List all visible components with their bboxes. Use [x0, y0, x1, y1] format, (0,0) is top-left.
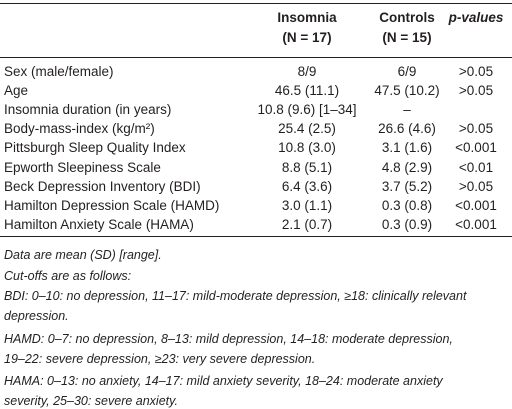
row-label: Hamilton Depression Scale (HAMD)	[4, 197, 220, 213]
cell: 0.3 (0.8)	[381, 197, 433, 213]
row-label: Body-mass-index (kg/m²)	[4, 121, 155, 137]
table-top-rule	[0, 3, 512, 4]
cell: 0.3 (0.9)	[381, 216, 433, 232]
column-header: (N = 17)	[282, 30, 332, 45]
row-label: Sex (male/female)	[4, 64, 114, 79]
row-label: Hamilton Anxiety Scale (HAMA)	[4, 216, 194, 232]
cell: 3.1 (1.6)	[381, 140, 433, 156]
cell: >0.05	[458, 83, 494, 99]
footnote: Data are mean (SD) [range].	[4, 248, 162, 262]
cell: 26.6 (4.6)	[378, 121, 436, 137]
footnote: BDI: 0–10: no depression, 11–17: mild-mo…	[4, 289, 467, 303]
column-header: Insomnia	[277, 10, 337, 25]
cell: >0.05	[458, 64, 494, 79]
cell: <0.001	[455, 216, 497, 232]
cell: 10.8 (3.0)	[278, 140, 336, 156]
cell: –	[403, 102, 411, 118]
footnote: HAMA: 0–13: no anxiety, 14–17: mild anxi…	[4, 374, 443, 388]
column-header: p-values	[448, 10, 504, 25]
cell: 25.4 (2.5)	[278, 121, 336, 137]
row-label: Pittsburgh Sleep Quality Index	[4, 140, 186, 156]
row-label: Epworth Sleepiness Scale	[4, 159, 161, 175]
footnote: severity, 25–30: severe anxiety.	[4, 394, 178, 408]
cell: >0.05	[458, 178, 494, 194]
cell: <0.001	[455, 140, 497, 156]
cell: 46.5 (11.1)	[274, 83, 340, 99]
cell: 2.1 (0.7)	[281, 216, 333, 232]
cell: 10.8 (9.6) [1–34]	[257, 102, 357, 118]
cell: <0.01	[458, 159, 494, 175]
column-header: Controls	[379, 10, 435, 25]
footnote: depression.	[4, 309, 69, 323]
footnote: Cut-offs are as follows:	[4, 269, 132, 283]
table-bottom-rule	[0, 236, 512, 237]
cell: <0.001	[455, 197, 497, 213]
cell: 8/9	[297, 64, 317, 79]
cell: 47.5 (10.2)	[374, 83, 440, 99]
cell: >0.05	[458, 121, 494, 137]
footnote: 19–22: severe depression, ≥23: very seve…	[4, 352, 316, 366]
cell: 6/9	[397, 64, 417, 79]
row-label: Beck Depression Inventory (BDI)	[4, 178, 201, 194]
footnote: HAMD: 0–7: no depression, 8–13: mild dep…	[4, 332, 453, 346]
cell: 3.0 (1.1)	[281, 197, 333, 213]
row-label: Age	[4, 83, 29, 99]
row-label: Insomnia duration (in years)	[4, 102, 172, 118]
column-header: (N = 15)	[382, 30, 432, 45]
cell: 3.7 (5.2)	[381, 178, 433, 194]
header-rule	[0, 57, 512, 58]
cell: 4.8 (2.9)	[381, 159, 433, 175]
cell: 6.4 (3.6)	[281, 178, 333, 194]
cell: 8.8 (5.1)	[281, 159, 333, 175]
